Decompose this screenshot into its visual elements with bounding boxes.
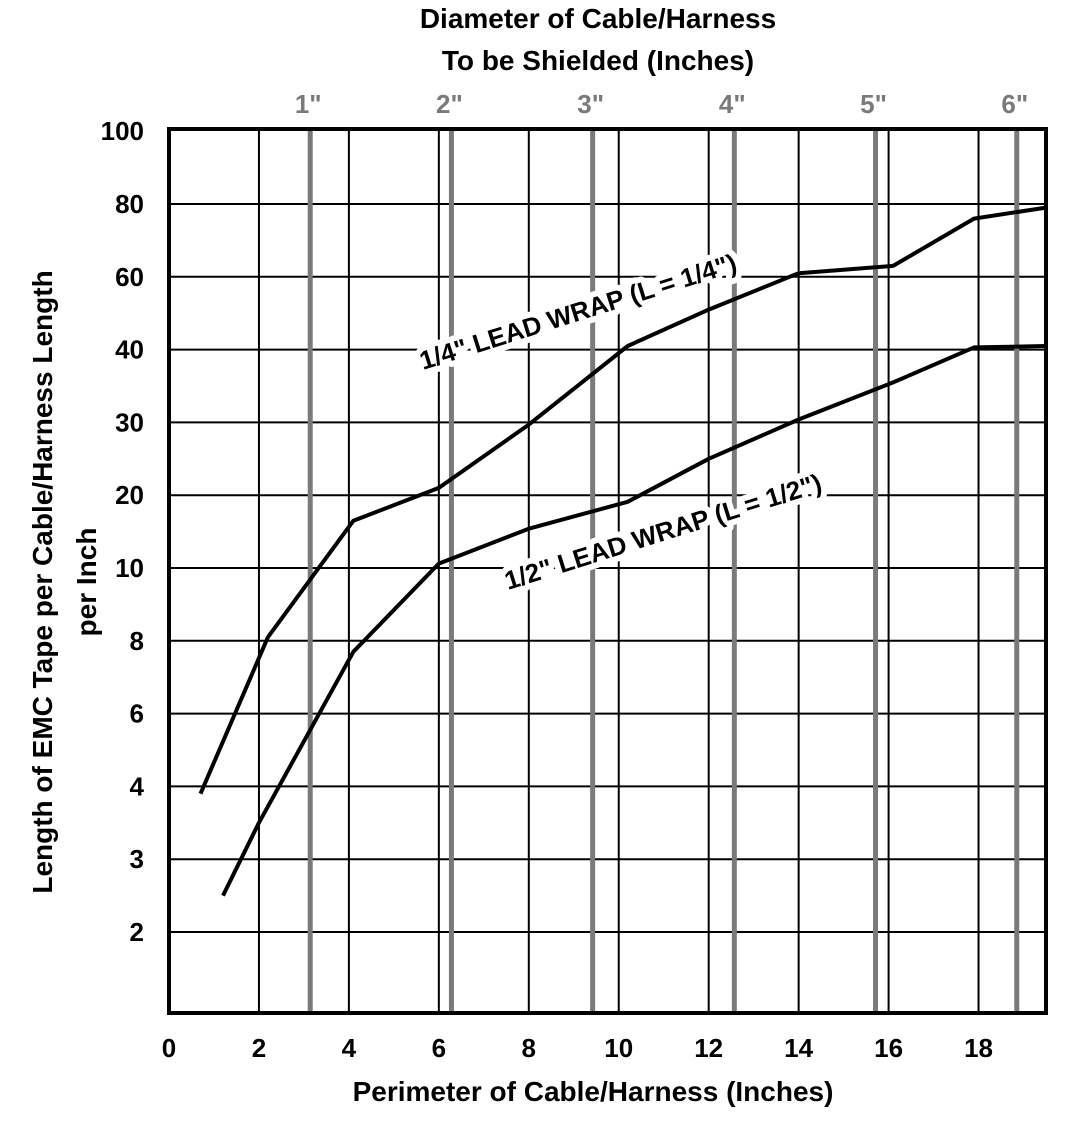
- y-axis-title-line-2: per Inch: [71, 528, 102, 637]
- plot-frame: [167, 127, 1048, 1015]
- y-axis-title-line-1: Length of EMC Tape per Cable/Harness Len…: [27, 270, 58, 893]
- diameter-tick-label-4: 4": [719, 89, 746, 119]
- y-tick-label-3: 3: [130, 844, 144, 874]
- diameter-axis-title-line-1: Diameter of Cable/Harness: [420, 3, 776, 34]
- x-tick-label-10: 10: [604, 1033, 633, 1063]
- x-tick-label-0: 0: [162, 1033, 176, 1063]
- x-tick-label-2: 2: [252, 1033, 266, 1063]
- y-tick-label-2: 2: [130, 917, 144, 947]
- tick-labels: 1" 2" 3" 4" 5" 6" 0 2 4 6 8 10 12 14 16 18 2 3 4 6 8 10 20 30 40…: [101, 89, 1029, 1063]
- y-tick-label-60: 60: [115, 262, 144, 292]
- diameter-tick-label-5: 5": [860, 89, 887, 119]
- diameter-axis-title-line-2: To be Shielded (Inches): [442, 45, 754, 76]
- diameter-tick-label-3: 3": [577, 89, 604, 119]
- diameter-tick-label-6: 6": [1001, 89, 1028, 119]
- y-tick-label-8: 8: [130, 626, 144, 656]
- x-axis-title: Perimeter of Cable/Harness (Inches): [353, 1076, 834, 1107]
- series-line-2: [221, 344, 1047, 897]
- y-tick-label-20: 20: [115, 480, 144, 510]
- series-line-1: [198, 205, 1047, 795]
- diameter-tick-label-2: 2": [436, 89, 463, 119]
- y-tick-label-100: 100: [101, 116, 144, 146]
- diameter-tick-label-1: 1": [295, 89, 322, 119]
- x-tick-label-14: 14: [784, 1033, 813, 1063]
- series-lines: [198, 205, 1047, 897]
- y-tick-label-40: 40: [115, 335, 144, 365]
- y-tick-label-10: 10: [115, 553, 144, 583]
- x-tick-label-18: 18: [964, 1033, 993, 1063]
- y-tick-label-4: 4: [130, 771, 145, 801]
- diameter-lines: [307, 129, 1020, 1013]
- x-tick-label-6: 6: [432, 1033, 446, 1063]
- x-tick-label-4: 4: [342, 1033, 357, 1063]
- y-tick-label-80: 80: [115, 189, 144, 219]
- y-tick-label-30: 30: [115, 407, 144, 437]
- x-tick-label-16: 16: [874, 1033, 903, 1063]
- x-tick-label-12: 12: [694, 1033, 723, 1063]
- y-tick-label-6: 6: [130, 699, 144, 729]
- x-tick-label-8: 8: [522, 1033, 536, 1063]
- grid: [169, 129, 1046, 1013]
